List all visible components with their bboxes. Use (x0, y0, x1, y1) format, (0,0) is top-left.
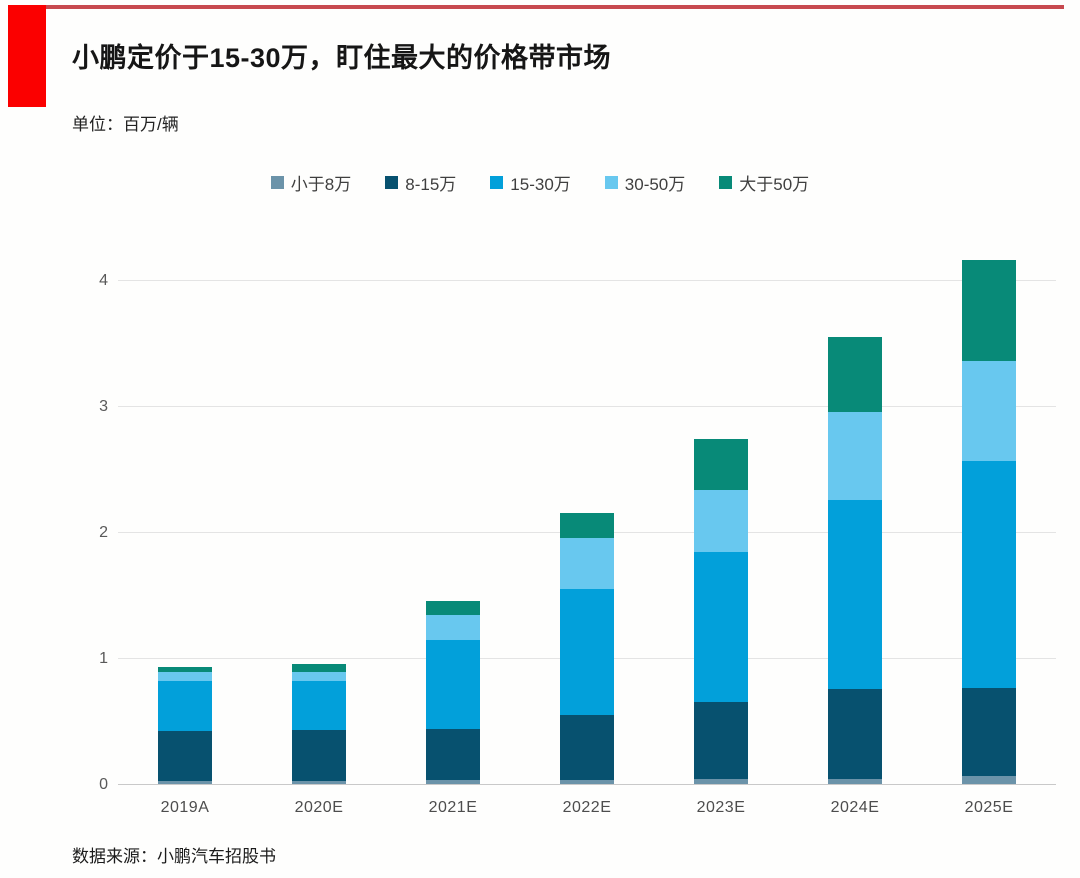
bar-segment-8-15万 (292, 729, 346, 782)
legend-item-4: 大于50万 (719, 170, 809, 195)
stacked-bar-2021E (426, 601, 480, 784)
stacked-bar-2019A (158, 666, 212, 784)
x-tick-label-2021E: 2021E (428, 799, 478, 816)
legend-swatch-icon (490, 176, 504, 189)
bar-segment-30-50万 (694, 490, 748, 553)
y-tick-label-1: 1 (99, 649, 108, 667)
y-tick-label-0: 0 (99, 776, 108, 793)
bar-segment-8-15万 (828, 689, 882, 779)
bar-segment-30-50万 (426, 615, 480, 641)
bar-segment-8-15万 (426, 728, 480, 781)
bar-segment-大于50万 (426, 601, 480, 616)
legend-label: 15-30万 (510, 175, 571, 194)
bar-segment-小于8万 (962, 776, 1016, 784)
chart-plot-area: 0 1 2 3 4 2019A 2020E 2021E 2022E 2023E 2024E 2025E (99, 243, 1056, 816)
bar-segment-30-50万 (962, 360, 1016, 462)
bar-segment-8-15万 (694, 702, 748, 779)
red-accent-block (8, 5, 46, 107)
top-accent-line (10, 5, 1064, 9)
legend-label: 大于50万 (739, 175, 810, 194)
y-tick-label-3: 3 (99, 397, 108, 415)
bar-segment-15-30万 (292, 680, 346, 730)
bar-segment-大于50万 (828, 336, 882, 413)
y-tick-label-4: 4 (99, 271, 108, 289)
legend-item-0: 小于8万 (270, 170, 352, 195)
legend-swatch-icon (719, 176, 733, 189)
legend-label: 30-50万 (624, 175, 686, 194)
bar-segment-30-50万 (560, 538, 614, 589)
y-tick-label-2: 2 (99, 523, 108, 541)
legend-item-1: 8-15万 (385, 170, 456, 195)
bar-segment-15-30万 (426, 640, 480, 729)
legend-item-2: 15-30万 (490, 170, 571, 195)
bar-segment-大于50万 (962, 259, 1016, 361)
stacked-bar-2020E (292, 664, 346, 784)
x-tick-label-2019A: 2019A (160, 799, 210, 816)
legend-swatch-icon (270, 176, 284, 189)
bar-segment-15-30万 (694, 552, 748, 703)
legend-label: 小于8万 (290, 175, 352, 194)
x-tick-label-2024E: 2024E (830, 799, 880, 816)
bar-segment-大于50万 (694, 438, 748, 491)
x-tick-label-2023E: 2023E (696, 799, 746, 816)
bar-segment-30-50万 (158, 671, 212, 681)
bar-segment-小于8万 (158, 781, 212, 784)
bar-segment-小于8万 (828, 778, 882, 784)
bar-segment-小于8万 (426, 780, 480, 784)
bar-segment-大于50万 (292, 664, 346, 672)
bar-segment-大于50万 (158, 666, 212, 672)
bar-segment-8-15万 (962, 688, 1016, 777)
legend-label: 8-15万 (405, 175, 457, 194)
x-tick-label-2022E: 2022E (562, 799, 612, 816)
stacked-bar-2023E (694, 438, 748, 784)
legend-swatch-icon (385, 176, 399, 189)
bar-segment-15-30万 (828, 500, 882, 690)
x-axis-line (118, 784, 1056, 785)
bar-segment-大于50万 (560, 513, 614, 539)
chart-title: 小鹏定价于15-30万，盯住最大的价格带市场 (72, 43, 612, 73)
bar-segment-8-15万 (158, 731, 212, 782)
legend-swatch-icon (604, 176, 618, 189)
stacked-bar-2025E (962, 259, 1016, 784)
bar-segment-15-30万 (962, 461, 1016, 689)
stacked-bar-2022E (560, 513, 614, 784)
bar-segment-小于8万 (292, 781, 346, 784)
gridline-y3 (118, 405, 1056, 407)
data-source: 数据来源：小鹏汽车招股书 (72, 847, 276, 866)
bar-segment-小于8万 (560, 780, 614, 784)
x-tick-label-2020E: 2020E (294, 799, 344, 816)
bar-segment-15-30万 (560, 588, 614, 715)
stacked-bar-2024E (828, 336, 882, 784)
x-tick-label-2025E: 2025E (964, 799, 1014, 816)
bar-segment-15-30万 (158, 680, 212, 732)
chart-legend: 小于8万 8-15万 15-30万 30-50万 大于50万 (0, 170, 1080, 195)
bar-segment-30-50万 (292, 671, 346, 681)
unit-label: 单位：百万/辆 (72, 115, 179, 134)
bar-segment-30-50万 (828, 412, 882, 501)
legend-item-3: 30-50万 (604, 170, 686, 195)
gridline-y4 (118, 279, 1056, 281)
bar-segment-小于8万 (694, 778, 748, 784)
bar-segment-8-15万 (560, 714, 614, 781)
